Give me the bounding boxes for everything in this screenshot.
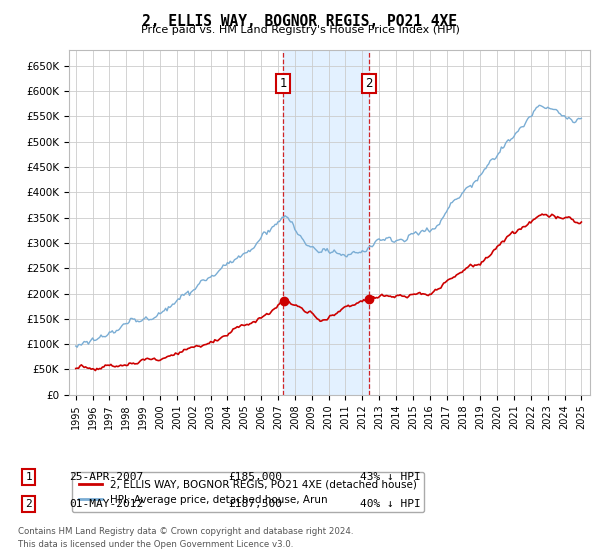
- Text: Contains HM Land Registry data © Crown copyright and database right 2024.: Contains HM Land Registry data © Crown c…: [18, 528, 353, 536]
- Text: 1: 1: [25, 472, 32, 482]
- Text: 2, ELLIS WAY, BOGNOR REGIS, PO21 4XE: 2, ELLIS WAY, BOGNOR REGIS, PO21 4XE: [143, 14, 458, 29]
- Text: £187,500: £187,500: [228, 499, 282, 509]
- Legend: 2, ELLIS WAY, BOGNOR REGIS, PO21 4XE (detached house), HPI: Average price, detac: 2, ELLIS WAY, BOGNOR REGIS, PO21 4XE (de…: [71, 472, 424, 512]
- Text: This data is licensed under the Open Government Licence v3.0.: This data is licensed under the Open Gov…: [18, 540, 293, 549]
- Text: 2: 2: [365, 77, 373, 90]
- Text: 01-MAY-2012: 01-MAY-2012: [69, 499, 143, 509]
- Text: 43% ↓ HPI: 43% ↓ HPI: [360, 472, 421, 482]
- Text: 40% ↓ HPI: 40% ↓ HPI: [360, 499, 421, 509]
- Text: 1: 1: [280, 77, 287, 90]
- Text: Price paid vs. HM Land Registry's House Price Index (HPI): Price paid vs. HM Land Registry's House …: [140, 25, 460, 35]
- Bar: [283, 50, 368, 395]
- Text: 25-APR-2007: 25-APR-2007: [69, 472, 143, 482]
- Text: £185,000: £185,000: [228, 472, 282, 482]
- Text: 2: 2: [25, 499, 32, 509]
